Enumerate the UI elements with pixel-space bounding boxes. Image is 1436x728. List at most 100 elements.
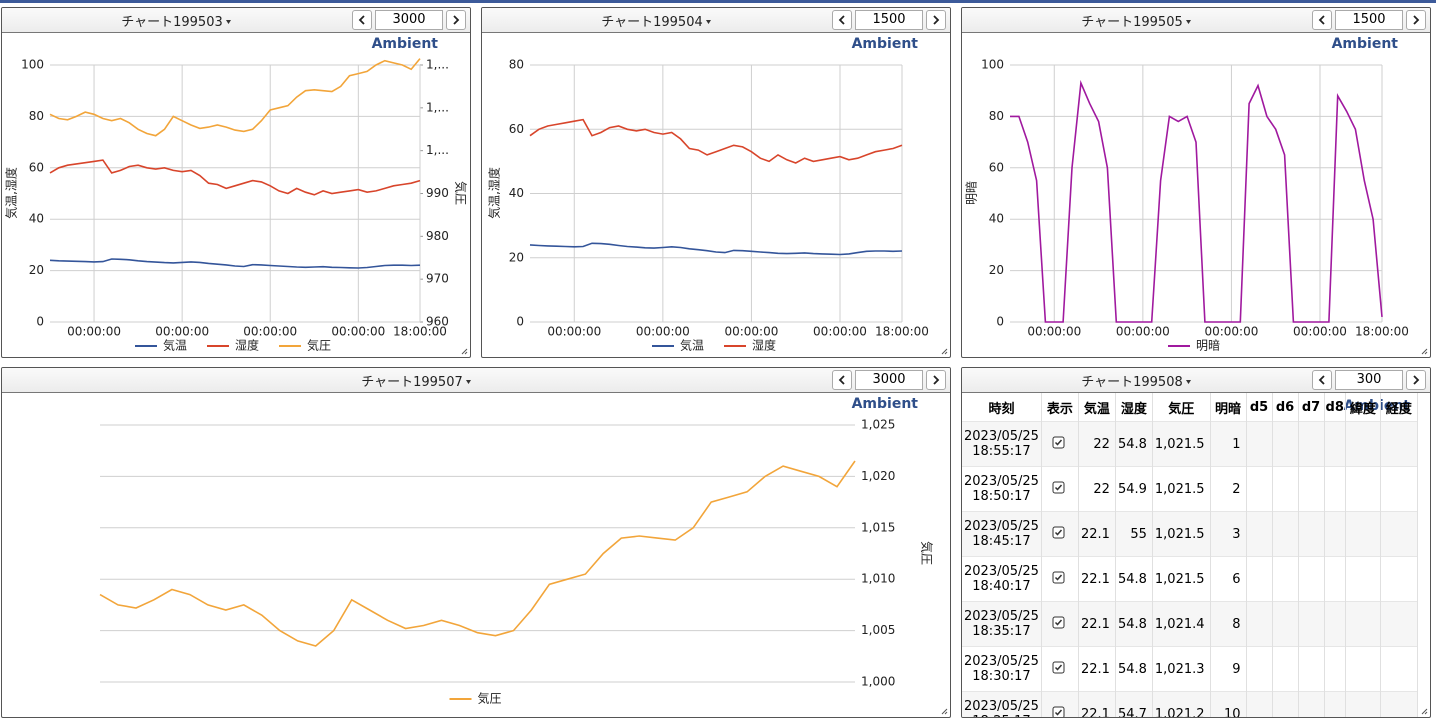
empty-cell (1324, 421, 1346, 467)
chevron-icon (1413, 375, 1420, 385)
value-cell: 1,021.5 (1152, 511, 1211, 557)
dropdown-caret[interactable] (703, 18, 713, 26)
panel-title[interactable]: チャート199503 (2, 11, 352, 30)
table-row: 2023/05/25 18:45:17 22.1 55 1,021.5 3 (962, 511, 1418, 557)
column-header[interactable]: 経度 (1380, 393, 1418, 422)
next-button[interactable] (446, 10, 466, 30)
next-button[interactable] (926, 370, 946, 390)
empty-cell (1298, 421, 1325, 467)
empty-cell (1324, 466, 1346, 512)
checkbox-cell (1041, 421, 1079, 467)
checkbox[interactable] (1052, 661, 1065, 674)
value-cell: 22 (1078, 421, 1116, 467)
next-button[interactable] (926, 10, 946, 30)
panel-title-text[interactable]: チャート199503 (121, 14, 223, 30)
column-header[interactable]: d5 (1246, 393, 1273, 422)
value-cell: 6 (1210, 556, 1247, 602)
column-header[interactable]: 緯度 (1345, 393, 1381, 422)
checkbox[interactable] (1052, 526, 1065, 539)
empty-cell (1246, 691, 1273, 717)
empty-cell (1380, 466, 1418, 512)
empty-cell (1272, 556, 1299, 602)
empty-cell (1272, 511, 1299, 557)
checkbox[interactable] (1052, 481, 1065, 494)
header-row: 時刻 表示 気温 湿度 気圧 明暗 d5 d6 d7 d8 緯度 経度 (962, 393, 1418, 422)
next-button[interactable] (1406, 10, 1426, 30)
dropdown-caret[interactable] (1183, 378, 1193, 386)
panel-title[interactable]: チャート199507 (2, 371, 832, 390)
column-header[interactable]: 気温 (1078, 393, 1116, 422)
column-header[interactable]: 時刻 (962, 393, 1042, 422)
empty-cell (1345, 511, 1381, 557)
prev-button[interactable] (1312, 10, 1332, 30)
column-header[interactable]: 表示 (1041, 393, 1079, 422)
value-cell: 1,021.2 (1152, 691, 1211, 717)
value-cell: 1,021.4 (1152, 601, 1211, 647)
count-input[interactable]: 1500 (1335, 10, 1403, 30)
value-cell: 54.8 (1115, 421, 1153, 467)
empty-cell (1246, 601, 1273, 647)
checkbox[interactable] (1052, 616, 1065, 629)
panel-header: チャート199508 300 (962, 368, 1430, 393)
panel-title[interactable]: チャート199504 (482, 11, 832, 30)
checkbox[interactable] (1052, 571, 1065, 584)
empty-cell (1380, 691, 1418, 717)
dropdown-caret[interactable] (1183, 18, 1193, 26)
value-cell: 1,021.5 (1152, 556, 1211, 602)
dropdown-caret[interactable] (463, 378, 473, 386)
value-cell: 8 (1210, 601, 1247, 647)
checkbox[interactable] (1052, 706, 1065, 718)
prev-button[interactable] (352, 10, 372, 30)
empty-cell (1324, 646, 1346, 692)
panel-header: チャート199505 1500 (962, 8, 1430, 33)
dropdown-caret[interactable] (223, 18, 233, 26)
column-header[interactable]: d6 (1272, 393, 1299, 422)
empty-cell (1324, 556, 1346, 602)
prev-button[interactable] (1312, 370, 1332, 390)
value-cell: 1 (1210, 421, 1247, 467)
panel-title-text[interactable]: チャート199507 (361, 374, 463, 390)
pager: 1500 (1312, 10, 1426, 30)
table-row: 2023/05/25 18:40:17 22.1 54.8 1,021.5 6 (962, 556, 1418, 602)
count-input[interactable]: 300 (1335, 370, 1403, 390)
count-input[interactable]: 3000 (855, 370, 923, 390)
checkbox-cell (1041, 691, 1079, 718)
empty-cell (1345, 601, 1381, 647)
checkbox-cell (1041, 511, 1079, 557)
next-button[interactable] (1406, 370, 1426, 390)
prev-button[interactable] (832, 10, 852, 30)
empty-cell (1246, 511, 1273, 557)
chevron-icon (1318, 375, 1325, 385)
panel-title-text[interactable]: チャート199508 (1081, 374, 1183, 390)
empty-cell (1272, 601, 1299, 647)
value-cell: 54.8 (1115, 601, 1153, 647)
column-header[interactable]: d8 (1324, 393, 1346, 422)
empty-cell (1345, 421, 1381, 467)
count-input[interactable]: 1500 (855, 10, 923, 30)
panel-title[interactable]: チャート199505 (962, 11, 1312, 30)
empty-cell (1272, 466, 1299, 512)
column-header[interactable]: d7 (1298, 393, 1325, 422)
time-cell: 2023/05/25 18:45:17 (962, 511, 1042, 557)
prev-button[interactable] (832, 370, 852, 390)
column-header[interactable]: 湿度 (1115, 393, 1153, 422)
panel-title-text[interactable]: チャート199504 (601, 14, 703, 30)
count-input[interactable]: 3000 (375, 10, 443, 30)
column-header[interactable]: 気圧 (1152, 393, 1211, 422)
checkbox[interactable] (1052, 436, 1065, 449)
panel-title-text[interactable]: チャート199505 (1081, 14, 1183, 30)
empty-cell (1380, 421, 1418, 467)
data-table: 時刻 表示 気温 湿度 気圧 明暗 d5 d6 d7 d8 緯度 経度 2023/05/25 18:55… (962, 393, 1418, 717)
empty-cell (1298, 601, 1325, 647)
checkbox-cell (1041, 646, 1079, 692)
empty-cell (1298, 466, 1325, 512)
empty-cell (1298, 646, 1325, 692)
empty-cell (1272, 421, 1299, 467)
value-cell: 10 (1210, 691, 1247, 717)
empty-cell (1345, 556, 1381, 602)
column-header[interactable]: 明暗 (1210, 393, 1247, 422)
empty-cell (1298, 691, 1325, 717)
empty-cell (1298, 511, 1325, 557)
time-cell: 2023/05/25 18:35:17 (962, 601, 1042, 647)
panel-title[interactable]: チャート199508 (962, 371, 1312, 390)
